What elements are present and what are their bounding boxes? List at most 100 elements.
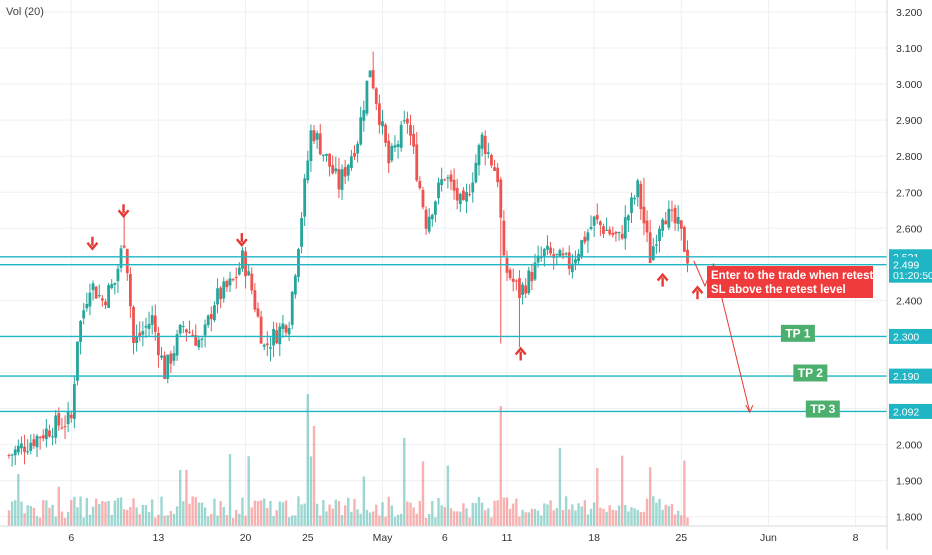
candle-body <box>490 154 493 166</box>
price-tick-label: 3.000 <box>896 79 922 91</box>
time-tick-label: 20 <box>240 532 252 544</box>
volume-bar <box>275 510 278 526</box>
candle <box>530 263 534 291</box>
candle <box>434 200 437 223</box>
volume-bar <box>250 507 253 526</box>
candle <box>262 343 266 351</box>
volume-bar <box>45 500 48 526</box>
volume-bar <box>32 507 36 526</box>
volume-bar <box>393 516 397 526</box>
candle-body <box>524 285 528 294</box>
note-line-1: Enter to the trade when retest <box>711 270 873 282</box>
candle <box>334 156 338 175</box>
candle-body <box>234 276 238 278</box>
candle <box>595 203 599 224</box>
candle-body <box>23 446 26 453</box>
candle <box>586 228 590 254</box>
candle-body <box>667 208 671 228</box>
candle-body <box>119 248 123 268</box>
price-tick-label: 3.100 <box>896 43 922 55</box>
candle <box>449 170 453 190</box>
candle <box>41 429 45 442</box>
volume-bar <box>375 504 378 526</box>
tp-label-3: TP 3 <box>805 400 840 418</box>
volume-bar <box>66 511 70 526</box>
volume-bar <box>138 514 141 526</box>
volume-bar <box>437 497 440 526</box>
candle <box>549 241 552 256</box>
volume-bar <box>443 507 446 526</box>
volume-bar <box>471 502 474 526</box>
candle-body <box>160 355 163 358</box>
candle <box>399 120 403 152</box>
candle <box>661 217 665 238</box>
candle <box>244 247 247 289</box>
candle-body <box>371 70 375 89</box>
candle-body <box>312 130 316 142</box>
candle-body <box>374 88 378 104</box>
candle-body <box>82 310 86 319</box>
volume-bar <box>406 501 409 526</box>
candle <box>94 285 98 299</box>
candle <box>630 192 633 223</box>
candle-body <box>483 135 487 155</box>
volume-bar <box>166 515 169 526</box>
candle-body <box>122 245 126 248</box>
candle <box>424 206 428 235</box>
volume-bar <box>434 517 437 526</box>
candle-body <box>250 273 254 291</box>
price-badge: 2.190 <box>889 368 932 384</box>
candle <box>443 178 447 182</box>
candle-body <box>321 154 325 156</box>
candle-body <box>586 232 590 241</box>
candle-body <box>651 246 655 260</box>
candle-body <box>443 179 447 181</box>
volume-bar <box>38 517 42 526</box>
candle <box>113 282 117 295</box>
volume-bar <box>667 505 671 526</box>
volume-bar <box>48 507 51 526</box>
candle-body <box>514 280 518 282</box>
volume-bar <box>387 496 390 526</box>
volume-bar <box>54 516 57 526</box>
candle-body <box>486 152 490 154</box>
volume-bar <box>197 502 201 526</box>
candle <box>353 145 356 160</box>
volume-bar <box>88 514 92 526</box>
candle <box>48 424 51 438</box>
candle-body <box>306 160 310 181</box>
volume-bar <box>300 504 303 526</box>
price-tick-label: 2.600 <box>896 223 922 235</box>
candle <box>26 439 30 455</box>
volume-bar <box>633 508 636 526</box>
candle-body <box>66 411 70 425</box>
volume-bar <box>191 496 194 526</box>
candle <box>306 150 310 184</box>
candle-body <box>259 316 263 344</box>
tp-label-text: TP 1 <box>785 326 810 340</box>
volume-bar <box>256 501 260 526</box>
volume-bar <box>568 509 571 526</box>
candle-body <box>197 339 201 348</box>
candle <box>670 200 674 222</box>
candle-body <box>362 110 366 121</box>
candle-body <box>679 220 683 229</box>
price-tick-label: 2.700 <box>896 187 922 199</box>
volume-bar <box>10 501 14 526</box>
candle-body <box>434 201 437 215</box>
candle <box>178 323 182 336</box>
candle <box>284 323 288 337</box>
volume-bar <box>686 517 689 526</box>
candle <box>69 410 73 423</box>
candle-body <box>265 343 269 346</box>
candle-body <box>293 275 297 295</box>
volume-bar <box>642 511 646 526</box>
candle <box>384 123 388 147</box>
volume-bar <box>141 504 145 526</box>
candle <box>343 159 347 185</box>
candle-body <box>527 270 531 294</box>
candle <box>673 204 677 231</box>
candle <box>655 234 658 254</box>
candle <box>455 178 459 210</box>
